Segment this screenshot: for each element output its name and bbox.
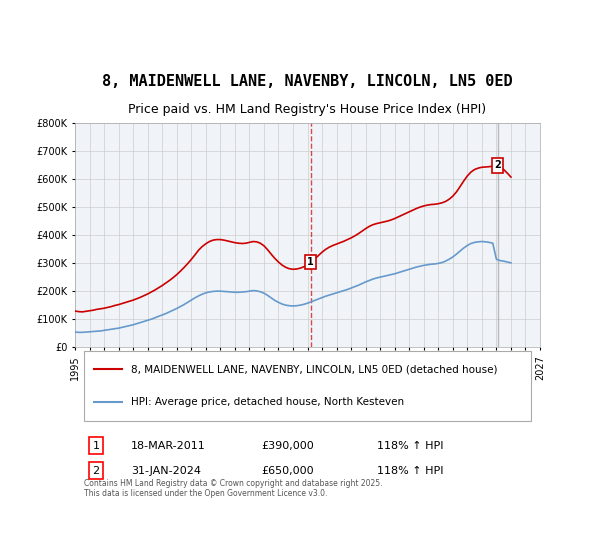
Text: 8, MAIDENWELL LANE, NAVENBY, LINCOLN, LN5 0ED (detached house): 8, MAIDENWELL LANE, NAVENBY, LINCOLN, LN…: [131, 364, 497, 374]
Text: 8, MAIDENWELL LANE, NAVENBY, LINCOLN, LN5 0ED: 8, MAIDENWELL LANE, NAVENBY, LINCOLN, LN…: [102, 74, 513, 88]
Text: 2: 2: [92, 465, 100, 475]
Text: Contains HM Land Registry data © Crown copyright and database right 2025.
This d: Contains HM Land Registry data © Crown c…: [84, 479, 383, 498]
Text: 118% ↑ HPI: 118% ↑ HPI: [377, 465, 444, 475]
FancyBboxPatch shape: [84, 351, 531, 421]
Text: 31-JAN-2024: 31-JAN-2024: [131, 465, 201, 475]
Text: 118% ↑ HPI: 118% ↑ HPI: [377, 441, 444, 451]
Text: 1: 1: [92, 441, 100, 451]
Text: £390,000: £390,000: [261, 441, 314, 451]
Text: £650,000: £650,000: [261, 465, 314, 475]
Text: 18-MAR-2011: 18-MAR-2011: [131, 441, 206, 451]
Text: 1: 1: [307, 257, 314, 267]
Text: 2: 2: [494, 160, 501, 170]
Text: Price paid vs. HM Land Registry's House Price Index (HPI): Price paid vs. HM Land Registry's House …: [128, 102, 487, 116]
Text: HPI: Average price, detached house, North Kesteven: HPI: Average price, detached house, Nort…: [131, 397, 404, 407]
